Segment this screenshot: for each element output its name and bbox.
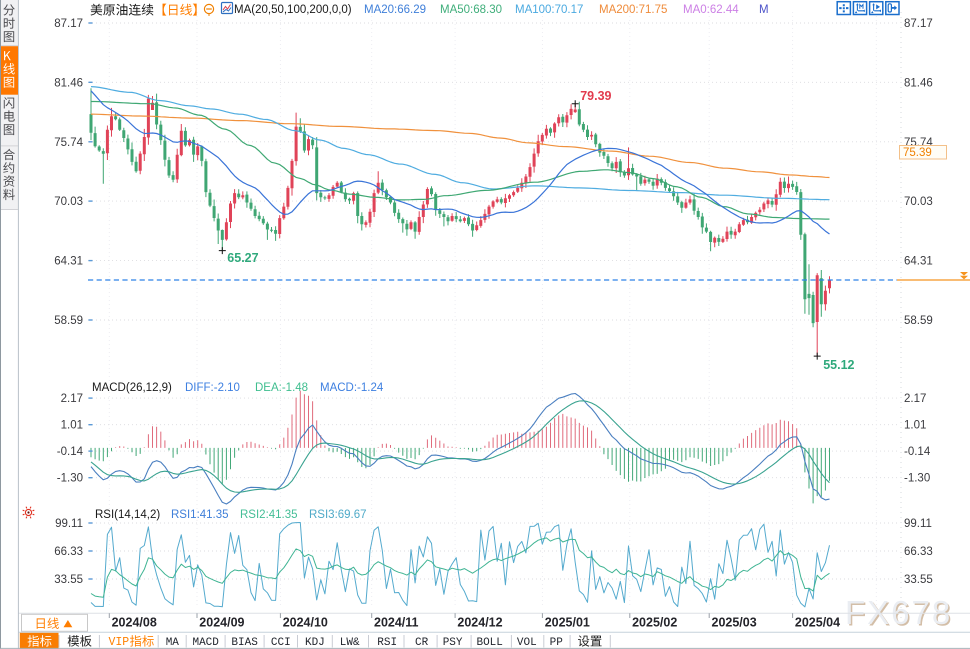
svg-text:2025/01: 2025/01: [545, 616, 590, 630]
svg-text:2024/10: 2024/10: [283, 616, 328, 630]
svg-text:79.39: 79.39: [580, 89, 611, 103]
svg-text:55.12: 55.12: [823, 358, 854, 372]
svg-text:2.17: 2.17: [904, 393, 926, 405]
svg-text:1.01: 1.01: [61, 420, 83, 432]
svg-text:MA0:62.44: MA0:62.44: [683, 4, 739, 16]
svg-text:81.46: 81.46: [54, 77, 83, 89]
svg-text:99.11: 99.11: [904, 518, 932, 530]
svg-text:M: M: [759, 4, 769, 16]
svg-text:33.55: 33.55: [904, 574, 933, 586]
svg-text:PSY: PSY: [443, 637, 463, 649]
svg-text:MA(20,50,100,200,0,0): MA(20,50,100,200,0,0): [234, 4, 352, 16]
svg-text:2025/03: 2025/03: [712, 616, 757, 630]
svg-text:2.17: 2.17: [61, 393, 83, 405]
svg-text:DEA:-1.48: DEA:-1.48: [255, 382, 308, 394]
svg-text:2024/12: 2024/12: [457, 616, 502, 630]
svg-text:PP: PP: [550, 637, 564, 649]
svg-text:70.03: 70.03: [904, 196, 933, 208]
svg-text:MACD:-1.24: MACD:-1.24: [320, 382, 384, 394]
svg-text:2024/11: 2024/11: [374, 616, 419, 630]
svg-text:MACD: MACD: [192, 637, 219, 649]
svg-text:MA20:66.29: MA20:66.29: [364, 4, 426, 16]
svg-text:2025/04: 2025/04: [795, 616, 840, 630]
svg-text:MACD(26,12,9): MACD(26,12,9): [92, 382, 172, 394]
svg-text:99.11: 99.11: [55, 518, 83, 530]
svg-text:-1.30: -1.30: [904, 473, 930, 485]
svg-text:MA: MA: [166, 637, 180, 649]
svg-text:LW&: LW&: [340, 637, 360, 649]
svg-text:87.17: 87.17: [904, 18, 933, 30]
svg-text:-0.14: -0.14: [904, 446, 931, 458]
svg-text:-1.30: -1.30: [57, 473, 83, 485]
svg-text:64.31: 64.31: [904, 256, 933, 268]
svg-text:70.03: 70.03: [54, 196, 83, 208]
svg-text:BIAS: BIAS: [231, 637, 258, 649]
svg-text:66.33: 66.33: [904, 546, 933, 558]
svg-text:BOLL: BOLL: [476, 637, 502, 649]
svg-text:RSI: RSI: [377, 637, 397, 649]
svg-text:2024/08: 2024/08: [112, 616, 157, 630]
svg-text:MA100:70.17: MA100:70.17: [515, 4, 583, 16]
svg-text:VOL: VOL: [517, 637, 537, 649]
svg-text:65.27: 65.27: [227, 251, 258, 265]
svg-text:2025/02: 2025/02: [632, 616, 677, 630]
svg-text:75.74: 75.74: [54, 137, 83, 149]
svg-text:-0.14: -0.14: [57, 446, 84, 458]
svg-text:VIP: VIP: [109, 636, 130, 649]
svg-text:64.31: 64.31: [54, 256, 83, 268]
svg-text:RSI3:69.67: RSI3:69.67: [309, 509, 367, 521]
svg-text:RSI2:41.35: RSI2:41.35: [240, 509, 298, 521]
svg-text:RSI1:41.35: RSI1:41.35: [171, 509, 229, 521]
svg-text:33.55: 33.55: [54, 574, 83, 586]
svg-text:58.59: 58.59: [904, 315, 933, 327]
svg-text:75.39: 75.39: [903, 147, 932, 159]
svg-text:CR: CR: [415, 637, 429, 649]
svg-text:87.17: 87.17: [54, 18, 83, 30]
svg-text:KDJ: KDJ: [305, 637, 325, 649]
svg-text:1.01: 1.01: [904, 420, 926, 432]
svg-text:FX678: FX678: [845, 594, 952, 631]
svg-text:58.59: 58.59: [54, 315, 83, 327]
svg-text:2024/09: 2024/09: [199, 616, 244, 630]
svg-text:MA50:68.30: MA50:68.30: [440, 4, 502, 16]
svg-text:66.33: 66.33: [54, 546, 83, 558]
svg-text:DIFF:-2.10: DIFF:-2.10: [185, 382, 240, 394]
svg-text:MA200:71.75: MA200:71.75: [599, 4, 667, 16]
svg-text:81.46: 81.46: [904, 77, 933, 89]
svg-text:FX678: FX678: [847, 596, 954, 633]
svg-text:CCI: CCI: [271, 637, 291, 649]
svg-text:RSI(14,14,2): RSI(14,14,2): [95, 509, 160, 521]
